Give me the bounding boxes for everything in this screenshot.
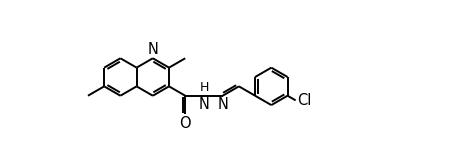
Text: Cl: Cl (297, 93, 311, 108)
Text: O: O (179, 116, 191, 131)
Text: N: N (217, 97, 228, 112)
Text: H: H (199, 81, 208, 94)
Text: N: N (147, 42, 158, 57)
Text: N: N (198, 97, 209, 112)
